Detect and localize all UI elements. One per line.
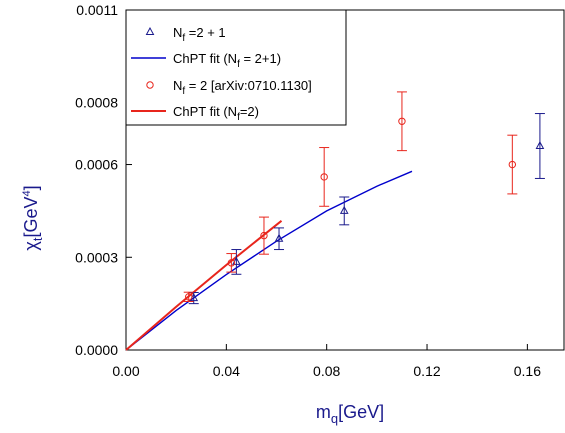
legend-entry-4: ChPT fit (Nf=2) bbox=[131, 104, 259, 123]
y-tick-label: 0.0000 bbox=[75, 342, 118, 358]
x-tick-label: 0.08 bbox=[313, 363, 340, 379]
y-tick-label: 0.0003 bbox=[75, 249, 118, 265]
x-tick-label: 0.00 bbox=[112, 363, 139, 379]
tick-labels: 0.00 0.04 0.08 0.12 0.16 0.0000 0.0003 0.0006 0.… bbox=[75, 2, 541, 379]
circle-marker bbox=[398, 117, 406, 125]
data-point-circle bbox=[396, 91, 407, 152]
legend-label: Nf =2 + 1 bbox=[173, 25, 226, 44]
legend-entry-2: ChPT fit (Nf = 2+1) bbox=[131, 51, 281, 70]
data-point-circle bbox=[226, 253, 237, 273]
legend-label-rest: =2 + 1 bbox=[185, 25, 225, 40]
legend-label-sub: f bbox=[182, 33, 185, 44]
data-point-triangle bbox=[274, 227, 285, 251]
legend-label: ChPT fit (Nf=2) bbox=[173, 104, 259, 123]
x-tick-label: 0.16 bbox=[514, 363, 541, 379]
y-axis-title: χt[GeV4] bbox=[21, 185, 45, 250]
legend-entry-3: Nf = 2 [arXiv:0710.1130] bbox=[146, 78, 312, 97]
data-point-circle bbox=[507, 134, 518, 195]
triangle-marker bbox=[535, 140, 545, 149]
legend-label-sub: f bbox=[237, 59, 240, 70]
fit-curves bbox=[125, 170, 413, 351]
legend-label-sub: f bbox=[182, 86, 185, 97]
data-point-circle bbox=[258, 216, 269, 255]
fit-curve-1 bbox=[125, 170, 413, 351]
legend-triangle-marker bbox=[145, 26, 155, 35]
data-points bbox=[183, 91, 545, 305]
circle-marker bbox=[320, 173, 328, 181]
data-point-circle bbox=[319, 147, 330, 207]
legend-label-main: ChPT fit (N bbox=[173, 51, 237, 66]
y-tick-label: 0.0006 bbox=[75, 157, 118, 173]
legend-label-main: ChPT fit (N bbox=[173, 104, 237, 119]
legend-label: ChPT fit (Nf = 2+1) bbox=[173, 51, 281, 70]
y-tick-label: 0.0011 bbox=[76, 2, 118, 18]
circle-marker bbox=[185, 293, 193, 301]
legend-entry-1: Nf =2 + 1 bbox=[145, 25, 226, 44]
data-point-triangle bbox=[231, 249, 242, 275]
data-point-triangle bbox=[534, 113, 545, 179]
triangle-marker bbox=[274, 233, 284, 242]
legend-label-rest: = 2 [arXiv:0710.1130] bbox=[185, 78, 312, 93]
x-tick-label: 0.04 bbox=[213, 363, 240, 379]
legend-circle-marker bbox=[146, 81, 154, 89]
legend-label: Nf = 2 [arXiv:0710.1130] bbox=[173, 78, 312, 97]
x-tick-label: 0.12 bbox=[413, 363, 440, 379]
triangle-marker bbox=[339, 205, 349, 214]
x-axis-title: mq[GeV] bbox=[316, 402, 384, 426]
circle-marker bbox=[227, 259, 236, 267]
data-point-triangle bbox=[339, 196, 350, 226]
y-tick-label: 0.0008 bbox=[75, 95, 118, 111]
legend-label-sub: f bbox=[237, 112, 240, 123]
circle-marker bbox=[508, 160, 517, 169]
legend-label-main: N bbox=[173, 78, 182, 93]
legend-label-rest: = 2+1) bbox=[240, 51, 281, 66]
circle-marker bbox=[260, 231, 268, 240]
fit-curve-2 bbox=[125, 220, 283, 351]
data-point-circle bbox=[183, 291, 194, 302]
legend-label-rest: =2) bbox=[240, 104, 259, 119]
legend-box bbox=[125, 9, 347, 126]
legend-label-main: N bbox=[173, 25, 182, 40]
